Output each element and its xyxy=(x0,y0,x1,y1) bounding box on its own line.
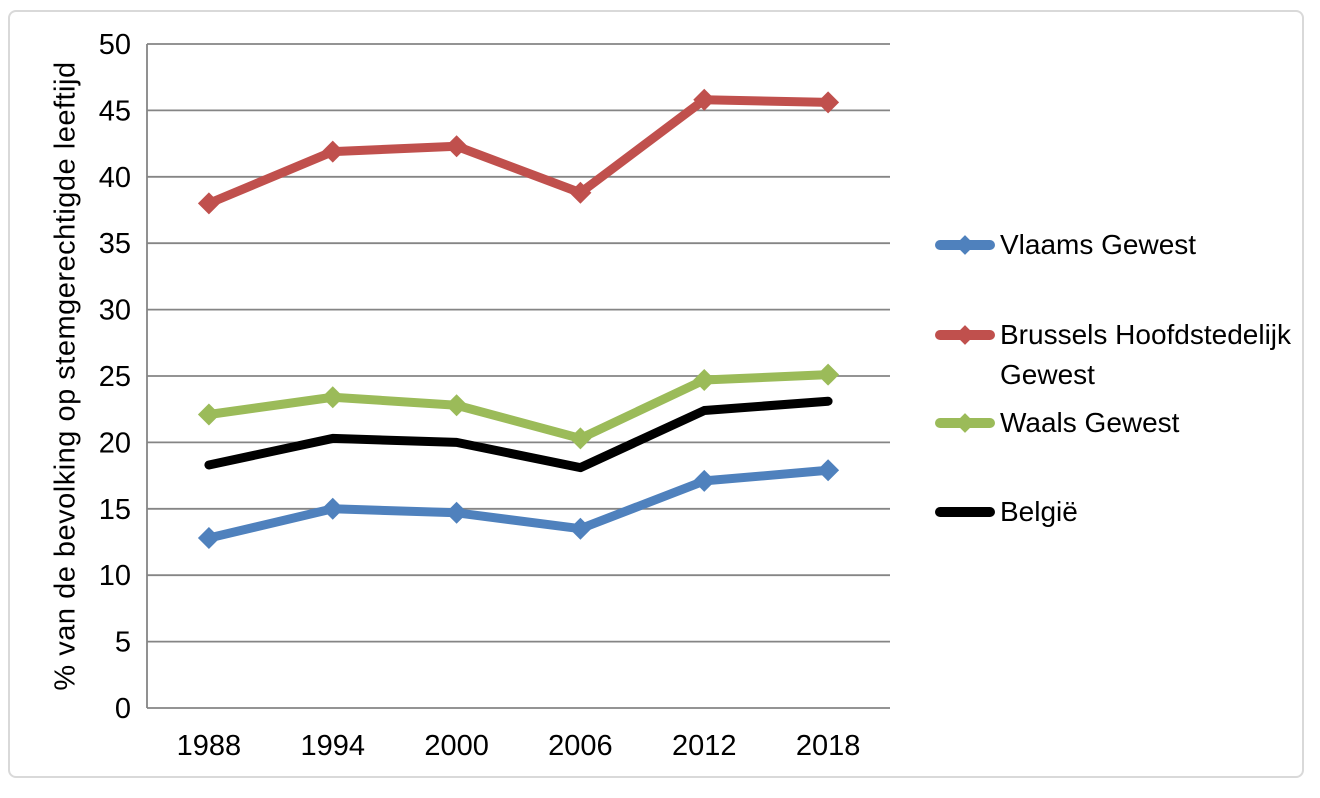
legend-item-brussels-hoofdstedelijk-gewest: Brussels Hoofdstedelijk Gewest xyxy=(935,315,1300,395)
data-point-marker-brussels-hoofdstedelijk-gewest xyxy=(569,181,592,204)
data-point-marker-vlaams-gewest xyxy=(817,459,840,482)
legend-line-marker-icon xyxy=(935,403,995,443)
data-point-marker-brussels-hoofdstedelijk-gewest xyxy=(693,88,716,111)
y-tick-label: 50 xyxy=(99,29,131,61)
data-point-marker-vlaams-gewest xyxy=(445,501,468,524)
legend-label: Waals Gewest xyxy=(1000,407,1180,438)
diamond-marker-icon xyxy=(955,235,975,255)
y-axis-title: % van de bevolking op stemgerechtigde le… xyxy=(49,61,82,691)
series-line-vlaams-gewest xyxy=(204,465,833,543)
data-point-marker-waals-gewest xyxy=(197,403,220,426)
x-tick-label: 2006 xyxy=(548,730,613,762)
diamond-marker-icon xyxy=(955,413,975,433)
data-point-marker-vlaams-gewest xyxy=(321,497,344,520)
legend-line-marker-icon xyxy=(935,492,995,532)
y-tick-label: 45 xyxy=(99,95,131,127)
series-line-brussels-hoofdstedelijk-gewest xyxy=(204,95,833,208)
legend-label: Vlaams Gewest xyxy=(1000,229,1197,260)
y-tick-label: 10 xyxy=(99,560,131,592)
diamond-marker-icon xyxy=(955,325,975,345)
y-tick-label: 5 xyxy=(115,627,131,659)
x-tick-label: 1994 xyxy=(300,730,365,762)
data-point-marker-waals-gewest xyxy=(817,363,840,386)
data-point-marker-waals-gewest xyxy=(321,386,344,409)
data-point-marker-vlaams-gewest xyxy=(197,527,220,550)
x-tick-label: 2018 xyxy=(796,730,861,762)
data-point-marker-brussels-hoofdstedelijk-gewest xyxy=(817,91,840,114)
legend-line-icon xyxy=(935,507,995,517)
legend-item-vlaams-gewest: Vlaams Gewest xyxy=(935,225,1300,265)
data-point-marker-brussels-hoofdstedelijk-gewest xyxy=(321,140,344,163)
legend-line-marker-icon xyxy=(935,315,995,355)
data-point-marker-brussels-hoofdstedelijk-gewest xyxy=(197,192,220,215)
data-point-marker-waals-gewest xyxy=(693,368,716,391)
legend: Vlaams Gewest Brussels Hoofdstedelijk Ge… xyxy=(935,0,1305,798)
data-point-marker-vlaams-gewest xyxy=(693,469,716,492)
data-point-marker-brussels-hoofdstedelijk-gewest xyxy=(445,135,468,158)
figure-border xyxy=(8,10,1304,778)
y-tick-label: 0 xyxy=(115,693,131,725)
y-tick-label: 20 xyxy=(99,427,131,459)
data-point-marker-waals-gewest xyxy=(569,427,592,450)
x-tick-label: 2000 xyxy=(424,730,489,762)
legend-label: België xyxy=(1000,496,1078,527)
series-line-belgi- xyxy=(204,396,833,473)
y-tick-label: 25 xyxy=(99,361,131,393)
legend-label: Brussels Hoofdstedelijk Gewest xyxy=(1000,319,1292,390)
y-tick-label: 30 xyxy=(99,295,131,327)
data-point-marker-vlaams-gewest xyxy=(569,517,592,540)
legend-item-waals-gewest: Waals Gewest xyxy=(935,403,1300,443)
x-tick-label: 1988 xyxy=(177,730,242,762)
x-tick-label: 2012 xyxy=(672,730,737,762)
series-line-waals-gewest xyxy=(204,370,833,443)
y-tick-label: 40 xyxy=(99,162,131,194)
data-point-marker-waals-gewest xyxy=(445,394,468,417)
y-tick-label: 15 xyxy=(99,494,131,526)
legend-item-belgie: België xyxy=(935,492,1300,532)
legend-line-marker-icon xyxy=(935,225,995,265)
y-tick-label: 35 xyxy=(99,228,131,260)
